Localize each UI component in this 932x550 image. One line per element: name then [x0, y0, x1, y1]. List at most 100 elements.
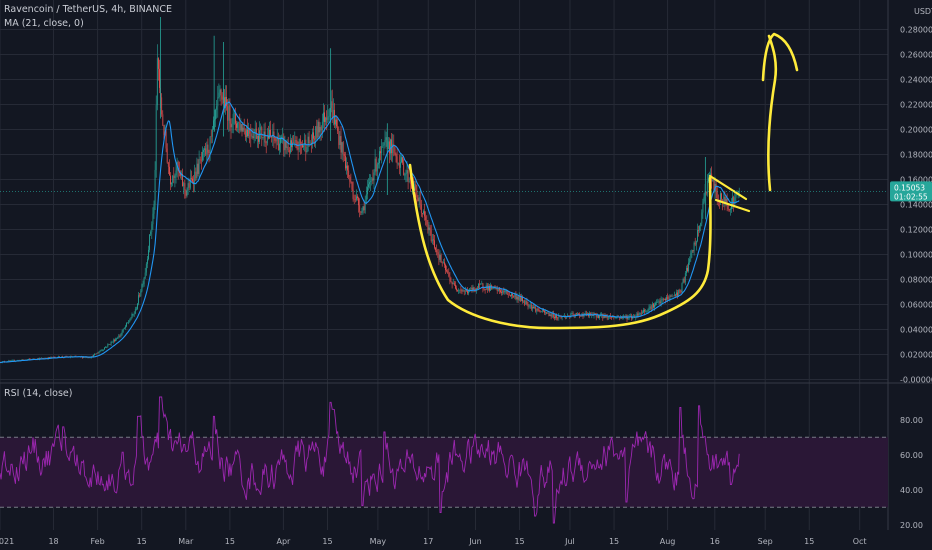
candle-body [198, 159, 200, 174]
candle-body [189, 177, 191, 188]
candle-body [371, 178, 373, 182]
candle-body [374, 158, 376, 173]
price-tick-label: 0.18000 [900, 151, 932, 160]
candle-body [357, 196, 358, 199]
candle-body [514, 294, 516, 298]
candle-body [177, 162, 179, 171]
candle-body [545, 312, 546, 313]
candle-body [302, 144, 303, 148]
candle-body [463, 290, 465, 292]
candle-body [368, 184, 369, 188]
candle-body [689, 258, 691, 263]
candle-body [273, 131, 275, 138]
candle-body [348, 170, 350, 177]
candle-body [240, 124, 242, 131]
candle-body [107, 344, 109, 347]
candle-body [321, 121, 323, 131]
candle-body [511, 293, 512, 296]
candle-body [611, 316, 612, 318]
candle-body [148, 249, 149, 260]
candle-body [516, 296, 518, 300]
candle-body [270, 129, 271, 136]
candle-body [122, 328, 124, 332]
candle-body [716, 191, 718, 201]
candle-body [419, 197, 421, 205]
rsi-legend[interactable]: RSI (14, close) [4, 388, 73, 399]
candle-body [738, 191, 740, 194]
rsi-band [0, 436, 888, 508]
candle-body [640, 312, 642, 314]
price-tick-label: 0.08000 [900, 276, 932, 285]
candle-body [395, 154, 397, 157]
candle-body [614, 317, 616, 319]
time-tick-label: 16 [710, 537, 720, 546]
price-tick-label: 0.24000 [900, 76, 932, 85]
candle-body [425, 216, 427, 221]
candle-body [182, 174, 183, 187]
candle-body [381, 146, 383, 154]
candle-body [175, 170, 177, 176]
candle-body [230, 123, 232, 128]
candle-body [529, 304, 531, 307]
candle-body [205, 148, 207, 155]
candle-body [170, 175, 171, 185]
candle-body [605, 314, 607, 318]
ma-legend[interactable]: MA (21, close, 0) [4, 18, 84, 29]
candle-body [83, 356, 84, 358]
candle-body [165, 131, 167, 149]
candle-body [379, 151, 380, 164]
candle-body [361, 210, 363, 213]
candle-body [271, 135, 273, 138]
candle-body [408, 181, 410, 183]
candle-body [204, 148, 205, 151]
candle-body [226, 96, 227, 107]
time-tick-label: Jun [468, 537, 482, 546]
candle-body [521, 296, 522, 301]
candle-body [515, 294, 517, 300]
arrow-head [761, 32, 799, 82]
time-tick-label: 15 [137, 537, 147, 546]
rsi-tick-label: 40.00 [900, 486, 923, 495]
rsi-line [0, 396, 740, 524]
candle-body [657, 301, 659, 303]
candle-body [192, 178, 193, 182]
candle-body [308, 136, 310, 144]
candle-body [116, 338, 117, 340]
symbol-legend[interactable]: Ravencoin / TetherUS, 4h, BINANCE [4, 4, 172, 15]
candle-body [131, 314, 133, 319]
candle-body [431, 239, 433, 242]
candle-body [730, 209, 731, 210]
candle-body [360, 211, 362, 213]
candle-body [546, 312, 548, 314]
rsi-axis[interactable]: 80.00 60.00 40.00 20.00 [900, 416, 923, 530]
candle-body [382, 145, 384, 147]
price-axis[interactable]: 0.28000 0.26000 0.24000 0.22000 0.20000 0.180… [900, 7, 932, 385]
time-tick-label: Mar [178, 537, 194, 546]
time-tick-label: May [370, 537, 387, 546]
candle-body [449, 276, 451, 282]
candle-body [700, 223, 702, 227]
candle-body [528, 306, 530, 307]
candle-body [387, 141, 389, 149]
candle-body [647, 310, 649, 312]
candle-body [485, 285, 487, 290]
candle-body [328, 116, 330, 117]
candle-body [196, 163, 198, 179]
candle-body [187, 183, 189, 191]
candle-body [698, 229, 699, 231]
candle-body [191, 177, 192, 179]
candle-body [496, 287, 498, 292]
candle-body [243, 127, 245, 131]
candle-body [436, 250, 438, 253]
candle-body [430, 230, 432, 242]
candle-body [467, 290, 468, 294]
candle-body [438, 254, 440, 260]
candle-body [309, 142, 311, 144]
candle-body [422, 213, 423, 214]
candle-body [292, 142, 293, 148]
candle-body [167, 162, 169, 167]
time-axis[interactable]: 2021 18 Feb 15 Mar 15 Apr 15 May 17 Jun 15 Jul 15 Aug 1… [0, 537, 867, 546]
rsi-band-fill [0, 437, 888, 508]
